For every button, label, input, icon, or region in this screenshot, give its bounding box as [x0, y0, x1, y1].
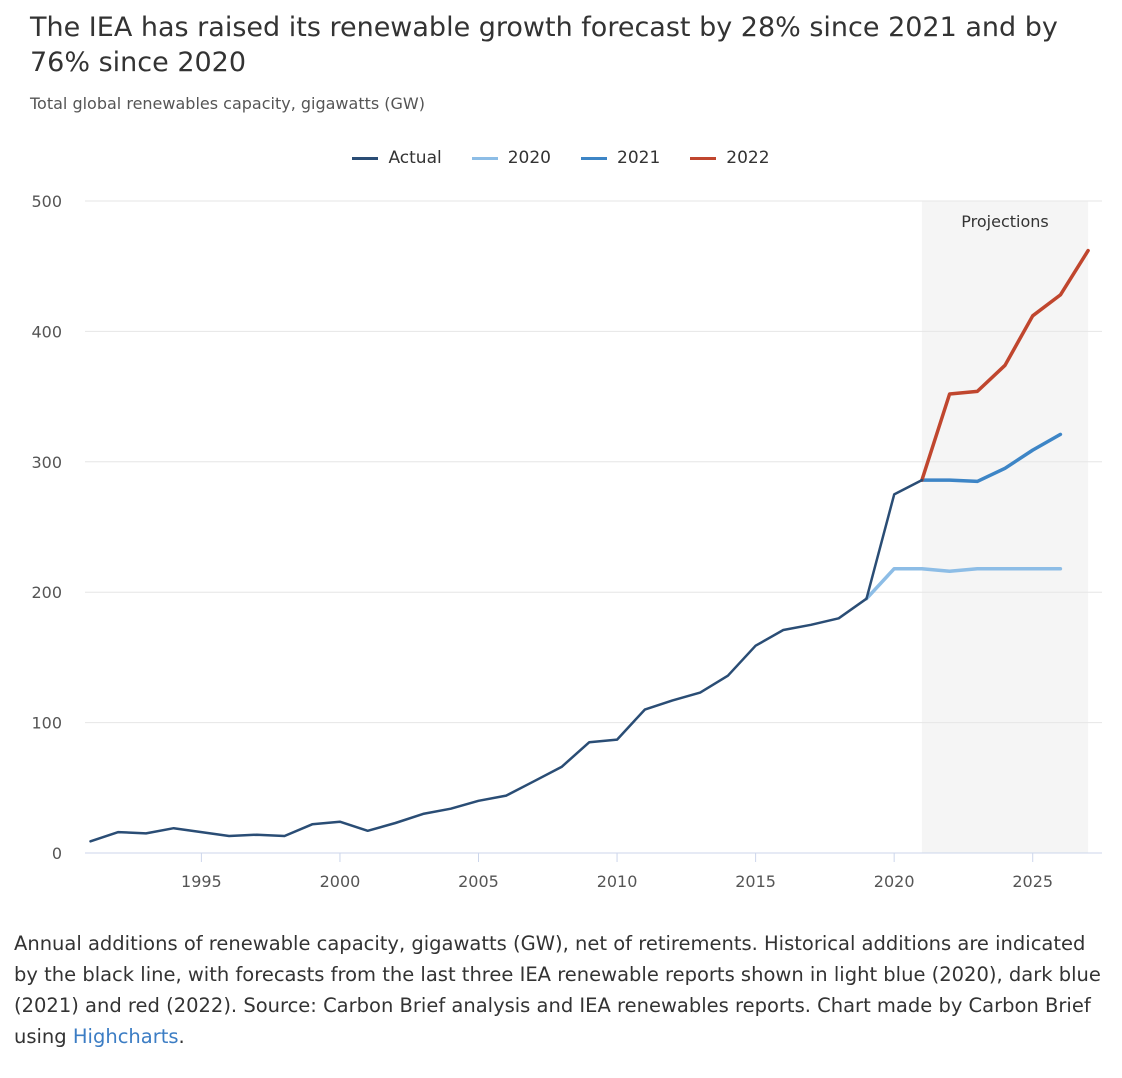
legend-item-2021[interactable]: 2021	[581, 148, 660, 168]
x-tick-label: 2025	[1012, 872, 1053, 891]
highcharts-link[interactable]: Highcharts	[72, 1025, 179, 1048]
legend-swatch	[352, 156, 379, 160]
caption-end: .	[178, 1025, 185, 1048]
legend-swatch	[690, 156, 717, 160]
legend-item-2022[interactable]: 2022	[690, 148, 770, 168]
series-line-2022	[920, 248, 1090, 482]
chart-caption: Annual additions of renewable capacity, …	[14, 928, 1109, 1052]
legend-label: 2020	[507, 148, 551, 168]
legend-label: Actual	[388, 148, 442, 168]
series-line-actual	[89, 478, 924, 843]
legend-swatch	[471, 156, 498, 160]
legend: Actual 2020 2021 2022	[0, 148, 1122, 168]
legend-item-2020[interactable]: 2020	[471, 148, 551, 168]
y-tick-label: 100	[31, 714, 62, 733]
x-tick-label: 2010	[597, 872, 638, 891]
legend-label: 2021	[617, 148, 661, 168]
projection-band	[921, 201, 1089, 853]
y-tick-label: 0	[52, 844, 62, 863]
x-tick-label: 2005	[458, 872, 499, 891]
chart-title: The IEA has raised its renewable growth …	[30, 12, 1058, 78]
x-tick-label: 2015	[735, 872, 776, 891]
x-tick-label: 2000	[320, 872, 361, 891]
y-tick-label: 200	[31, 583, 62, 602]
y-tick-label: 500	[31, 192, 62, 211]
x-tick-label: 1995	[181, 872, 222, 891]
legend-swatch	[581, 156, 607, 160]
y-tick-label: 300	[31, 453, 62, 472]
chart-subtitle: Total global renewables capacity, gigawa…	[30, 94, 425, 113]
x-tick-label: 2020	[874, 872, 915, 891]
caption-text: Annual additions of renewable capacity, …	[14, 932, 1101, 1048]
legend-item-actual[interactable]: Actual	[352, 148, 442, 168]
y-tick-label: 400	[31, 322, 62, 341]
series-line-2021	[920, 432, 1063, 484]
line-chart: Projections 0 100 200 300 400 500 1995 2000 2005 2…	[31, 192, 1102, 891]
band-label: Projections	[961, 212, 1048, 231]
legend-label: 2022	[726, 148, 770, 168]
series-line-2020	[864, 566, 1063, 601]
